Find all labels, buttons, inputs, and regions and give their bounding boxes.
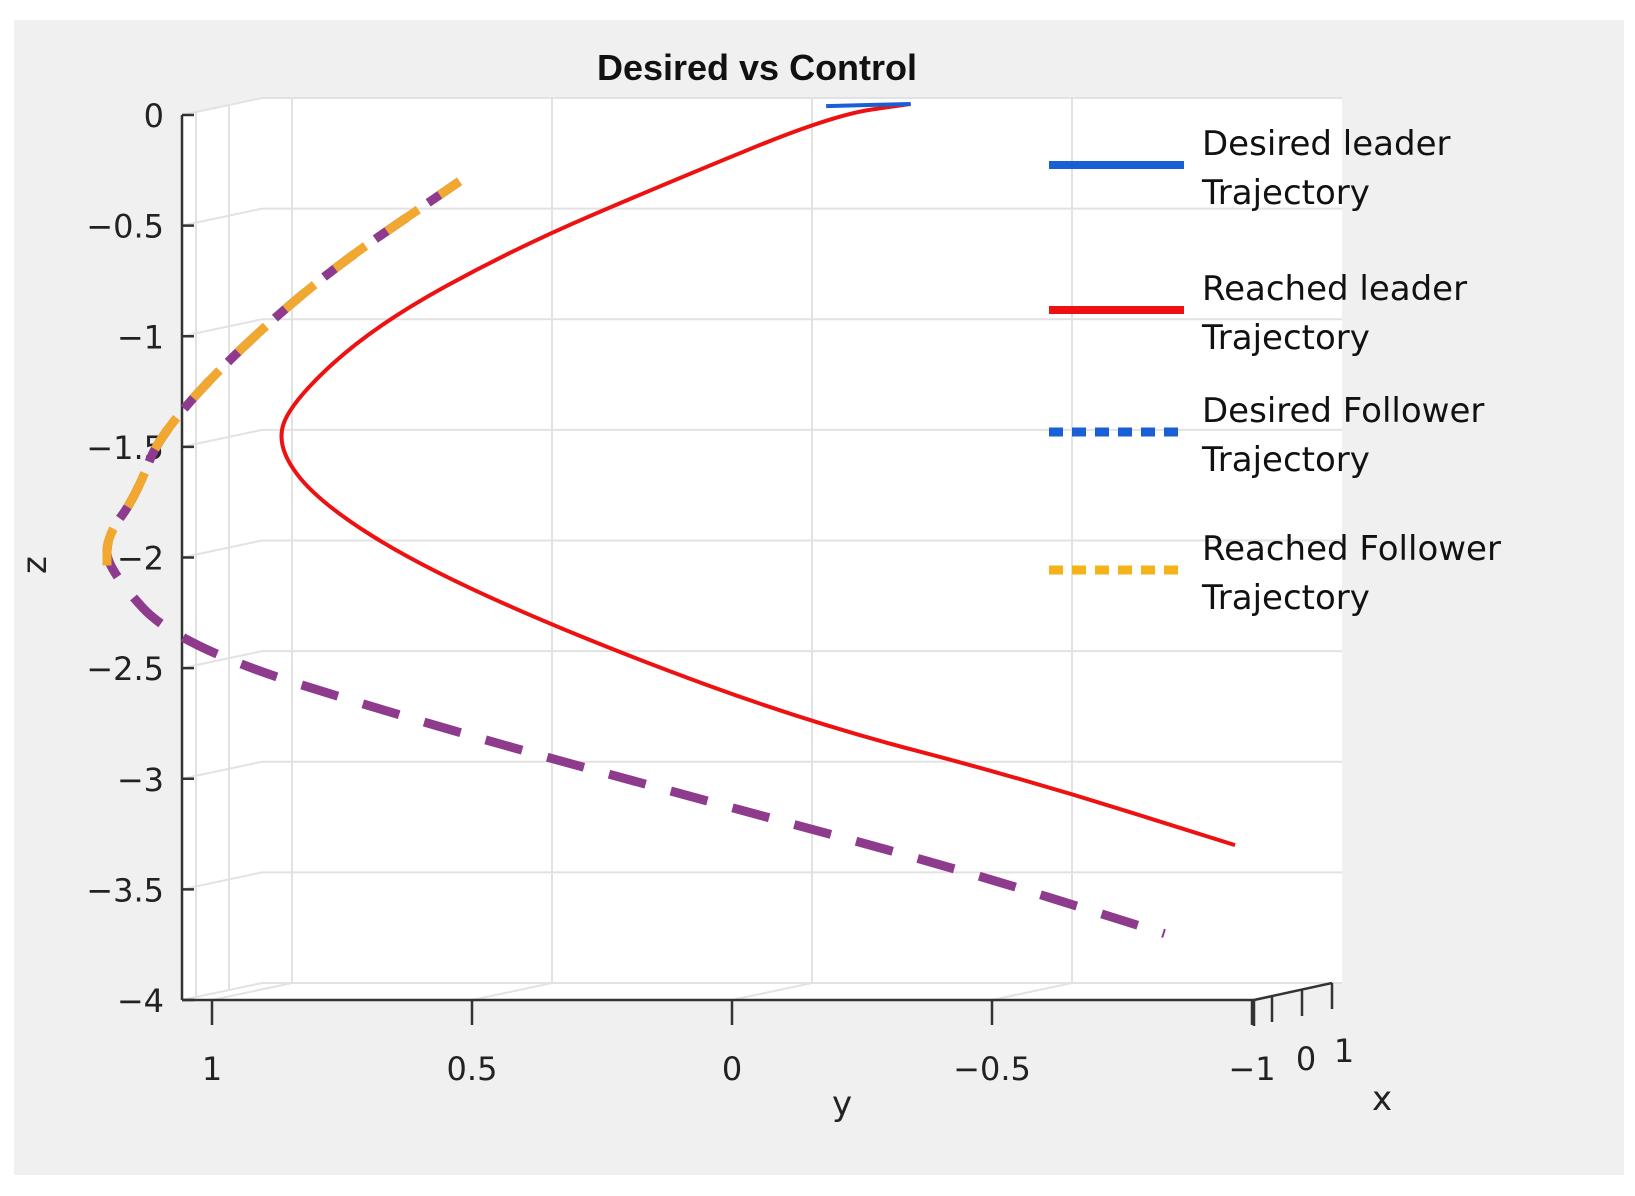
legend-label: Desired leader <box>1202 124 1450 164</box>
y-axis-label: y <box>832 1084 852 1124</box>
series-follower-reached-line <box>102 177 463 569</box>
z-tick-label: −1 <box>117 318 164 356</box>
z-axis-label: z <box>15 556 55 574</box>
z-tick-label: −4 <box>117 982 164 1020</box>
floor-pane <box>182 983 1342 1000</box>
chart-title: Desired vs Control <box>597 47 917 88</box>
figure-background: 0 −0.5 −1 −1.5 −2 −2.5 −3 −3.5 −4 1 0.5 0 −0.5 −1 0 1 D… <box>14 20 1624 1175</box>
x-axis-line <box>1253 981 1333 1002</box>
z-tick-label: −0.5 <box>86 208 164 246</box>
legend: Desired leader Trajectory Reached leader Tr… <box>1049 124 1501 618</box>
z-tick-label: −2.5 <box>86 650 164 688</box>
legend-label: Trajectory <box>1201 440 1370 480</box>
y-tick-label: −1 <box>1228 1050 1275 1088</box>
z-gridline-side <box>181 97 263 116</box>
x-axis-label: x <box>1372 1079 1392 1119</box>
legend-label: Trajectory <box>1201 173 1370 213</box>
legend-label: Reached leader <box>1202 269 1467 309</box>
y-gridline-floor <box>471 982 553 1001</box>
y-gridline-floor <box>731 982 813 1001</box>
series-layer <box>102 101 1236 938</box>
y-tick-label: 1 <box>202 1050 222 1088</box>
legend-label: Trajectory <box>1201 578 1370 618</box>
y-gridline-floor <box>211 982 293 1001</box>
x-tick-label: 0 <box>1296 1040 1316 1078</box>
y-tick-label: −0.5 <box>953 1050 1031 1088</box>
legend-label: Trajectory <box>1201 318 1370 358</box>
series-leader-reached-line <box>279 101 1236 848</box>
z-tick-label: −2 <box>117 540 164 578</box>
legend-label: Reached Follower <box>1202 529 1501 569</box>
series-leader-desired-line <box>826 101 911 109</box>
y-gridline-floor <box>991 982 1073 1001</box>
z-tick-label: −3.5 <box>86 871 164 909</box>
x-tick-label: 1 <box>1334 1032 1354 1070</box>
chart-3d-plot: 0−0.5−1−1.5−2−2.5−3−3.5−41 0.5 0 −0.5 −1 0 1 D… <box>15 47 1501 1124</box>
grid-lines <box>181 97 1342 1001</box>
legend-label: Desired Follower <box>1202 391 1484 431</box>
z-tick-label: 0 <box>144 97 164 135</box>
z-tick-label: −3 <box>117 761 164 799</box>
y-tick-label: 0.5 <box>447 1050 498 1088</box>
y-tick-label: 0 <box>722 1050 742 1088</box>
